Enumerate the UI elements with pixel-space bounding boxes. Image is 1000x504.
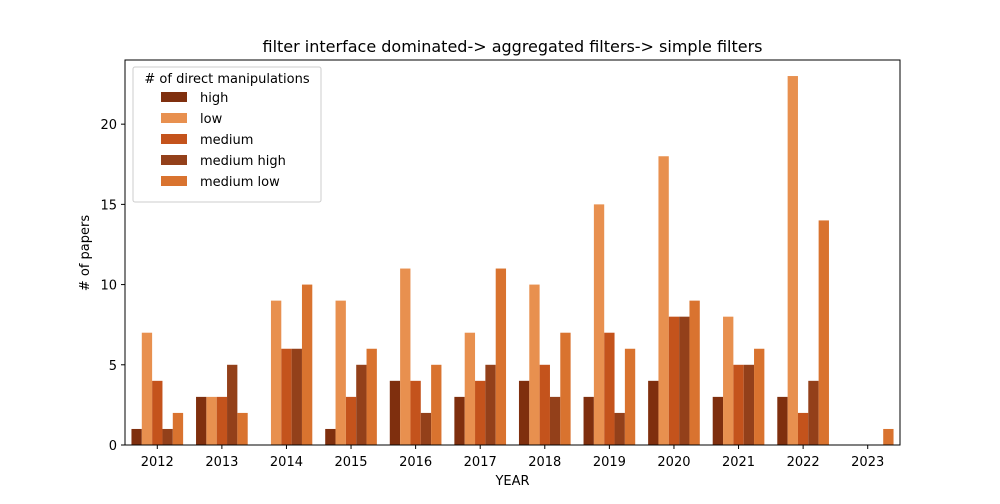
bar-medium-low-2017 bbox=[495, 268, 507, 445]
bar-medium-low-2015 bbox=[366, 348, 377, 445]
legend-label-low: low bbox=[200, 112, 223, 127]
bar-medium-2021 bbox=[733, 364, 744, 445]
bar-high-2019 bbox=[583, 396, 594, 446]
axes-layer: 2012 2013 2014 2015 2016 2017 2018 2019 2020 2021… bbox=[100, 59, 901, 470]
legend-swatch-medium bbox=[161, 134, 187, 144]
bar-medium-2018 bbox=[539, 364, 550, 445]
legend-swatch-low bbox=[161, 113, 187, 123]
bar-medium-high-2022 bbox=[808, 380, 819, 445]
x-tick-label-2019: 2019 bbox=[593, 455, 626, 470]
bar-medium-low-2018 bbox=[560, 332, 571, 445]
bar-high-2017 bbox=[454, 396, 465, 446]
bar-low-2012 bbox=[141, 332, 153, 445]
bar-medium-low-2021 bbox=[754, 348, 765, 445]
bar-low-2019 bbox=[593, 204, 605, 445]
legend-label-medium-low: medium low bbox=[200, 175, 280, 190]
bar-low-2018 bbox=[529, 284, 540, 445]
bar-medium-2013 bbox=[216, 396, 228, 446]
bar-high-2013 bbox=[196, 396, 207, 446]
bar-high-2012 bbox=[131, 428, 142, 445]
bar-medium-low-2019 bbox=[624, 348, 636, 445]
x-axis-label: YEAR bbox=[494, 474, 529, 489]
bar-medium-2016 bbox=[410, 380, 421, 445]
y-tick-label-10: 10 bbox=[100, 279, 117, 294]
y-axis-label: # of papers bbox=[78, 215, 93, 292]
legend-label-high: high bbox=[200, 91, 228, 106]
bar-medium-high-2020 bbox=[679, 316, 690, 445]
bar-medium-high-2016 bbox=[420, 412, 432, 445]
plot-frame bbox=[124, 59, 901, 446]
bar-medium-2015 bbox=[345, 396, 357, 446]
x-tick-label-2015: 2015 bbox=[334, 455, 367, 470]
bar-high-2021 bbox=[712, 396, 724, 446]
bar-medium-low-2014 bbox=[301, 284, 313, 445]
bar-high-2022 bbox=[777, 396, 788, 446]
y-tick-label-15: 15 bbox=[100, 198, 117, 213]
bar-high-2015 bbox=[325, 428, 336, 445]
legend-title: # of direct manipulations bbox=[144, 72, 309, 87]
x-tick-label-2016: 2016 bbox=[399, 455, 432, 470]
bar-medium-low-2023 bbox=[883, 428, 894, 445]
bar-high-2018 bbox=[518, 380, 530, 445]
legend-swatch-high bbox=[161, 92, 187, 102]
y-tick-label-0: 0 bbox=[109, 439, 117, 454]
bar-low-2015 bbox=[335, 300, 346, 446]
x-tick-label-2020: 2020 bbox=[657, 455, 690, 470]
bar-low-2016 bbox=[400, 268, 411, 445]
bar-medium-low-2020 bbox=[689, 300, 700, 446]
x-tick-label-2013: 2013 bbox=[205, 455, 238, 470]
legend-label-medium: medium bbox=[200, 133, 253, 148]
x-tick-label-2018: 2018 bbox=[528, 455, 561, 470]
bar-low-2013 bbox=[206, 396, 217, 446]
bar-medium-2022 bbox=[797, 412, 809, 445]
bar-low-2022 bbox=[787, 76, 798, 445]
bars-layer bbox=[131, 76, 894, 446]
bar-medium-low-2016 bbox=[431, 364, 442, 445]
bar-medium-2020 bbox=[668, 316, 680, 445]
bar-medium-2017 bbox=[475, 380, 486, 445]
bar-medium-high-2018 bbox=[549, 396, 561, 446]
bar-medium-low-2013 bbox=[237, 412, 248, 445]
bar-medium-high-2012 bbox=[162, 428, 173, 445]
bar-medium-high-2017 bbox=[485, 364, 496, 445]
legend-swatch-medium-low bbox=[161, 176, 187, 186]
bar-high-2020 bbox=[648, 380, 659, 445]
bar-low-2020 bbox=[658, 156, 669, 445]
x-tick-label-2021: 2021 bbox=[722, 455, 755, 470]
legend-label-medium-high: medium high bbox=[200, 154, 286, 169]
bar-medium-2012 bbox=[152, 380, 163, 445]
bar-medium-2019 bbox=[604, 332, 615, 445]
bar-medium-high-2015 bbox=[356, 364, 367, 445]
bar-medium-high-2013 bbox=[227, 364, 238, 445]
x-tick-label-2017: 2017 bbox=[464, 455, 497, 470]
x-tick-label-2023: 2023 bbox=[851, 455, 884, 470]
bar-medium-high-2014 bbox=[291, 348, 302, 445]
bar-low-2017 bbox=[464, 332, 476, 445]
legend-swatch-medium-high bbox=[161, 155, 187, 165]
bar-low-2014 bbox=[270, 300, 282, 446]
legend: # of direct manipulations high low medium me… bbox=[132, 66, 322, 203]
bar-medium-low-2022 bbox=[818, 220, 829, 445]
x-tick-label-2012: 2012 bbox=[141, 455, 174, 470]
bar-high-2016 bbox=[389, 380, 401, 445]
x-tick-label-2022: 2022 bbox=[787, 455, 820, 470]
chart-title: filter interface dominated-> aggregated … bbox=[263, 37, 763, 56]
bar-medium-low-2012 bbox=[172, 412, 184, 445]
bar-medium-high-2019 bbox=[614, 412, 625, 445]
y-tick-label-20: 20 bbox=[100, 118, 117, 133]
bar-medium-2014 bbox=[281, 348, 292, 445]
y-tick-label-5: 5 bbox=[109, 359, 117, 374]
bar-low-2021 bbox=[723, 316, 734, 445]
bar-medium-high-2021 bbox=[743, 364, 755, 445]
x-tick-label-2014: 2014 bbox=[270, 455, 303, 470]
